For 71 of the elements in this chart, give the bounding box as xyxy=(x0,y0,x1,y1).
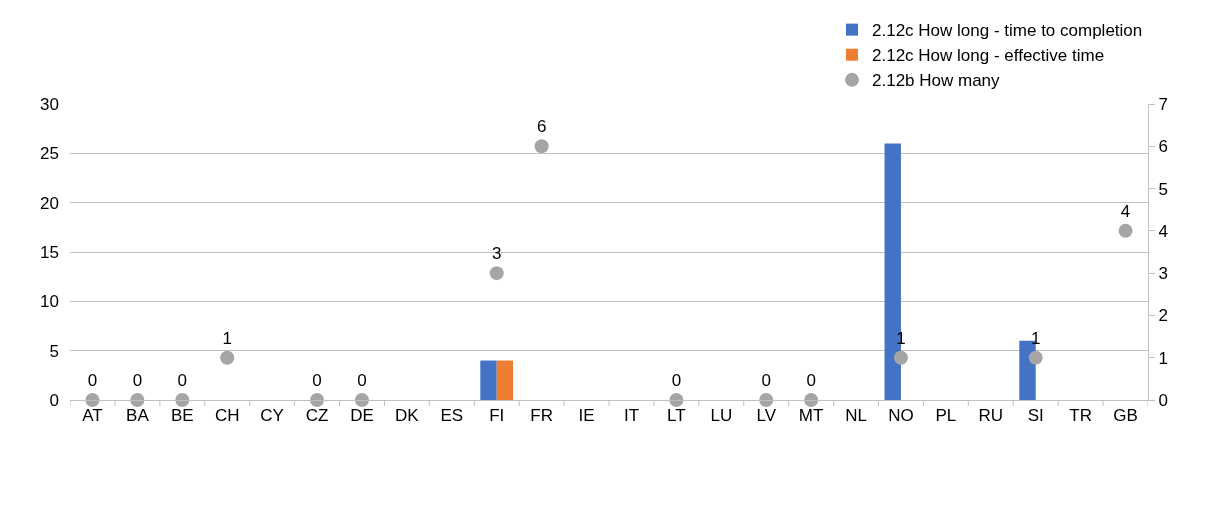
x-tick-label: LV xyxy=(756,406,777,426)
x-tick-label: CH xyxy=(214,406,240,426)
y-tick-label: 15 xyxy=(40,242,59,262)
x-tick-label: BA xyxy=(126,406,150,426)
y-tick-label: 5 xyxy=(49,341,59,361)
x-tick-label: BE xyxy=(170,406,194,426)
x-tick-label: TR xyxy=(1069,406,1092,426)
y-tick-label: 10 xyxy=(40,292,59,312)
x-tick-label: DK xyxy=(395,406,420,426)
x-tick-label: LU xyxy=(710,406,733,426)
data-label: 0 xyxy=(671,371,682,390)
y-tick-label: 25 xyxy=(40,144,59,164)
point xyxy=(220,350,235,365)
y2-tick-label: 2 xyxy=(1158,306,1168,326)
y-tick-label: 0 xyxy=(49,390,59,410)
y2-tick-label: 7 xyxy=(1158,94,1168,114)
bar xyxy=(480,360,497,400)
y2-tick-label: 5 xyxy=(1158,179,1168,199)
y2-tick-label: 0 xyxy=(1158,390,1168,410)
data-label: 0 xyxy=(177,371,188,390)
point xyxy=(804,393,819,407)
data-label: 0 xyxy=(87,371,98,390)
x-tick-label: CY xyxy=(260,406,284,426)
legend-label: 2.12b How many xyxy=(872,71,1001,91)
bar xyxy=(496,360,514,400)
x-tick-label: NL xyxy=(845,406,867,426)
x-tick-label: MT xyxy=(798,406,824,426)
x-tick-label: AT xyxy=(82,406,103,426)
data-label: 1 xyxy=(896,328,906,348)
point xyxy=(534,139,549,154)
y2-tick-label: 6 xyxy=(1158,137,1168,157)
data-label: 0 xyxy=(132,371,143,390)
data-label: 1 xyxy=(222,328,232,348)
point xyxy=(130,393,145,407)
point xyxy=(669,393,684,407)
x-tick-label: ES xyxy=(440,406,464,426)
data-label: 0 xyxy=(806,371,816,390)
data-label: 1 xyxy=(1030,328,1041,348)
point xyxy=(1028,350,1043,365)
x-tick-label: PL xyxy=(935,406,957,426)
point xyxy=(310,393,325,407)
y2-tick-label: 4 xyxy=(1158,221,1168,241)
x-tick-label: FR xyxy=(530,406,553,426)
data-label: 3 xyxy=(491,244,502,264)
x-tick-label: GB xyxy=(1113,406,1138,426)
data-label: 0 xyxy=(357,371,367,390)
data-label: 0 xyxy=(312,371,322,390)
x-tick-label: SI xyxy=(1027,406,1044,426)
point xyxy=(489,266,504,281)
point xyxy=(893,350,908,365)
y-tick-label: 20 xyxy=(40,193,59,213)
x-tick-label: LT xyxy=(667,406,686,426)
point xyxy=(354,393,369,407)
data-label: 6 xyxy=(536,117,547,137)
x-tick-label: DE xyxy=(350,406,374,426)
x-tick-label: IT xyxy=(623,406,640,426)
y2-tick-label: 3 xyxy=(1158,264,1168,284)
point xyxy=(1118,223,1133,238)
legend-label: 2.12c How long - effective time xyxy=(872,46,1105,66)
y-tick-label: 30 xyxy=(40,94,59,114)
legend-label: 2.12c How long - time to completion xyxy=(872,21,1143,41)
data-label: 0 xyxy=(761,371,771,390)
x-tick-label: FI xyxy=(489,406,505,426)
data-label: 4 xyxy=(1120,201,1131,221)
point xyxy=(175,393,190,407)
y2-tick-label: 1 xyxy=(1158,348,1168,368)
point xyxy=(759,393,774,407)
x-tick-label: CZ xyxy=(305,406,329,426)
x-tick-label: RU xyxy=(978,406,1004,426)
x-tick-label: IE xyxy=(578,406,595,426)
x-tick-label: NO xyxy=(888,406,914,426)
